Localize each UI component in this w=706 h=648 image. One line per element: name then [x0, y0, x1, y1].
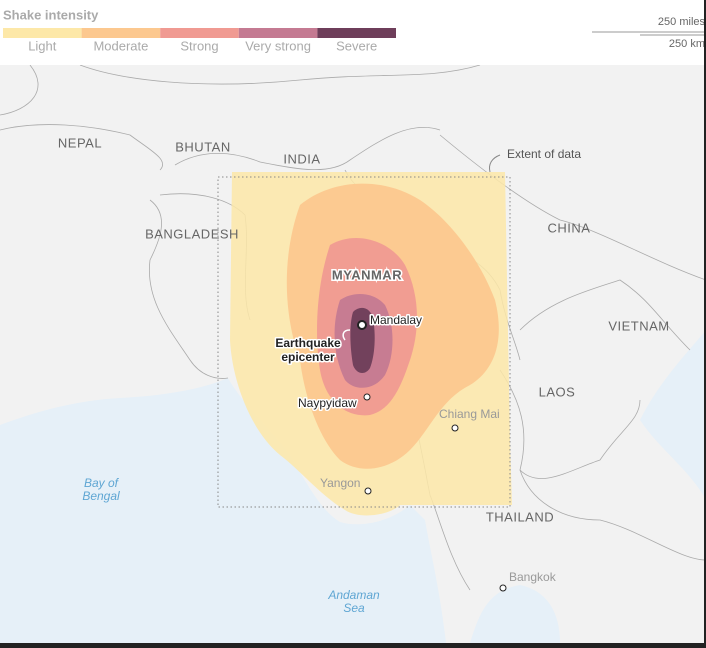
country-label: BHUTAN — [175, 139, 230, 154]
epicenter-pointer — [342, 329, 351, 341]
city-label: Chiang Mai — [439, 407, 500, 421]
city-dot — [363, 393, 371, 401]
country-label: THAILAND — [486, 509, 554, 524]
legend-swatch — [238, 28, 318, 38]
frame — [704, 0, 706, 648]
legend-label: Light — [28, 38, 57, 53]
city-label: Bangkok — [509, 570, 557, 584]
country-label: BANGLADESH — [145, 226, 239, 241]
country-label: NEPAL — [58, 135, 102, 150]
legend-label: Moderate — [93, 38, 148, 53]
legend-swatch — [160, 28, 239, 38]
legend: Light Moderate Strong Very strong Severe — [3, 28, 396, 53]
sea — [0, 378, 446, 643]
country-label: MYANMAR — [332, 267, 402, 282]
data-extent — [217, 176, 511, 508]
zone-severe — [350, 307, 375, 374]
legend-label: Strong — [180, 38, 218, 53]
city-dot — [451, 424, 459, 432]
legend-title: Shake intensity — [3, 7, 99, 22]
shake-zones — [230, 172, 512, 516]
city-label: Mandalay — [370, 313, 422, 327]
frame — [0, 643, 706, 648]
city-label: Naypyidaw — [298, 396, 357, 410]
city-label: Yangon — [320, 476, 360, 490]
legend-label: Very strong — [245, 38, 311, 53]
country-label: LAOS — [539, 384, 576, 399]
sea-label: Bay of — [84, 476, 120, 490]
country-label: INDIA — [283, 151, 320, 166]
sea-label: Bengal — [82, 489, 120, 503]
epicenter-marker — [357, 320, 367, 330]
sea — [470, 585, 560, 643]
annotation: Earthquake — [275, 336, 341, 350]
scale-label: 250 miles — [658, 16, 706, 28]
country-label: VIETNAM — [608, 318, 669, 333]
legend-label: Severe — [336, 38, 377, 53]
legend-swatch — [81, 28, 161, 38]
sea — [640, 330, 706, 500]
scale-label: 250 km — [669, 38, 705, 50]
country-label: CHINA — [548, 220, 591, 235]
legend-swatch — [317, 28, 396, 38]
annotation: Extent of data — [507, 147, 581, 161]
sea-label: Sea — [343, 601, 365, 615]
city-dot — [364, 487, 372, 495]
annotation-arrow — [489, 154, 501, 173]
annotation: epicenter — [281, 350, 335, 364]
city-dot — [499, 584, 507, 592]
sea-label: Andaman — [327, 588, 380, 602]
legend-swatch — [3, 28, 82, 38]
